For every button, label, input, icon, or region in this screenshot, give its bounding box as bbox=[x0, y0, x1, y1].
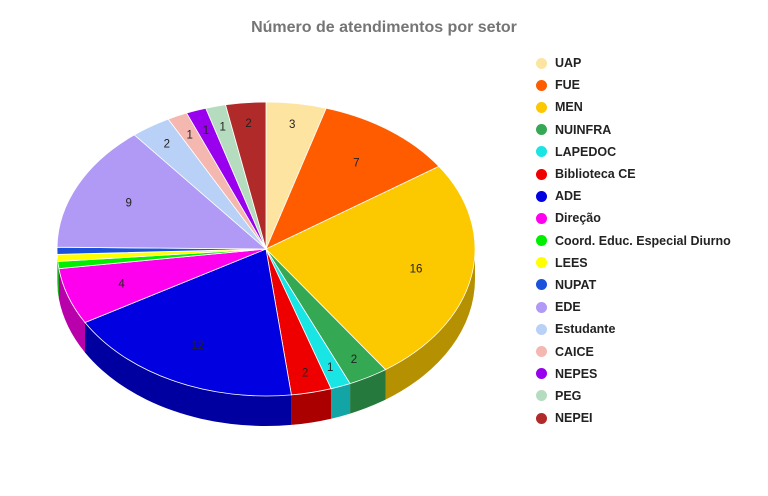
pie-slice-men bbox=[265, 165, 476, 371]
legend-swatch bbox=[536, 79, 547, 91]
legend-label: MEN bbox=[555, 100, 583, 115]
slice-value-label: 1 bbox=[203, 125, 209, 137]
legend-item: Biblioteca CE bbox=[536, 163, 764, 185]
legend-item: Coord. Educ. Especial Diurno bbox=[536, 230, 764, 252]
legend-swatch bbox=[536, 235, 547, 247]
pie-side-men bbox=[385, 249, 475, 400]
legend-swatch bbox=[536, 390, 547, 402]
pie-side-dire-o bbox=[58, 268, 86, 353]
legend-swatch bbox=[536, 346, 547, 358]
legend-item: PEG bbox=[536, 385, 764, 407]
legend-label: Biblioteca CE bbox=[555, 167, 636, 182]
pie-side-lees bbox=[57, 254, 58, 292]
chart-title: Número de atendimentos por setor bbox=[251, 19, 517, 36]
legend-item: Direção bbox=[536, 207, 764, 229]
legend-item: LAPEDOC bbox=[536, 141, 764, 163]
legend-swatch bbox=[536, 412, 547, 424]
legend-swatch bbox=[536, 212, 547, 224]
pie-slice-fue bbox=[265, 107, 440, 250]
legend-swatch bbox=[536, 146, 547, 158]
legend-swatch bbox=[536, 190, 547, 202]
legend-item: NUPAT bbox=[536, 274, 764, 296]
pie-slice-ade bbox=[84, 248, 292, 397]
legend-item: UAP bbox=[536, 52, 764, 74]
slice-value-label: 1 bbox=[219, 121, 225, 133]
pie-side-nuinfra bbox=[350, 369, 386, 414]
pie-slice-ede bbox=[56, 134, 268, 250]
legend-swatch bbox=[536, 168, 547, 180]
legend-label: Estudante bbox=[555, 322, 616, 337]
legend-item: EDE bbox=[536, 296, 764, 318]
slice-value-label: 2 bbox=[302, 367, 308, 379]
legend-label: FUE bbox=[555, 78, 580, 93]
slice-value-label: 1 bbox=[187, 130, 193, 142]
slice-value-label: 12 bbox=[191, 340, 204, 352]
legend-swatch bbox=[536, 279, 547, 291]
legend-item: MEN bbox=[536, 96, 764, 118]
legend-item: NUINFRA bbox=[536, 119, 764, 141]
legend-swatch bbox=[536, 368, 547, 380]
pie-side-ade bbox=[85, 322, 292, 426]
legend-item: NEPES bbox=[536, 363, 764, 385]
slice-value-label: 9 bbox=[125, 197, 131, 209]
legend-label: NUPAT bbox=[555, 277, 597, 292]
legend-label: NEPES bbox=[555, 366, 598, 381]
legend-label: Coord. Educ. Especial Diurno bbox=[555, 233, 731, 248]
chart-legend: UAP FUE MEN NUINFRA LAPEDOC Biblioteca CE ADE D… bbox=[536, 52, 764, 429]
legend-label: LEES bbox=[555, 255, 588, 270]
legend-item: ADE bbox=[536, 185, 764, 207]
legend-label: CAICE bbox=[555, 344, 594, 359]
pie-side-biblioteca-ce bbox=[291, 388, 332, 425]
legend-swatch bbox=[536, 323, 547, 335]
legend-swatch bbox=[536, 257, 547, 269]
legend-label: UAP bbox=[555, 56, 582, 71]
legend-label: NEPEI bbox=[555, 411, 593, 426]
legend-label: EDE bbox=[555, 300, 581, 315]
pie-side-lapedoc bbox=[331, 383, 351, 419]
legend-item: LEES bbox=[536, 252, 764, 274]
legend-item: CAICE bbox=[536, 340, 764, 362]
legend-item: NEPEI bbox=[536, 407, 764, 429]
slice-value-label: 3 bbox=[289, 119, 295, 131]
pie-slice-nepei bbox=[225, 101, 267, 250]
legend-swatch bbox=[536, 57, 547, 69]
slice-value-label: 2 bbox=[245, 118, 251, 130]
slice-value-label: 1 bbox=[327, 362, 333, 374]
legend-label: PEG bbox=[555, 388, 582, 403]
slice-value-label: 4 bbox=[118, 279, 125, 291]
slice-value-label: 16 bbox=[410, 263, 423, 275]
legend-item: FUE bbox=[536, 74, 764, 96]
legend-swatch bbox=[536, 301, 547, 313]
pie-side-coord-educ-especial-diurno bbox=[57, 261, 59, 299]
legend-item: Estudante bbox=[536, 318, 764, 340]
slice-value-label: 2 bbox=[164, 139, 170, 151]
slice-value-label: 7 bbox=[353, 157, 359, 169]
slice-value-label: 2 bbox=[351, 354, 357, 366]
legend-label: NUINFRA bbox=[555, 122, 612, 137]
legend-label: ADE bbox=[555, 189, 582, 204]
legend-swatch bbox=[536, 101, 547, 113]
legend-label: LAPEDOC bbox=[555, 144, 617, 159]
legend-label: Direção bbox=[555, 211, 601, 226]
legend-swatch bbox=[536, 124, 547, 136]
